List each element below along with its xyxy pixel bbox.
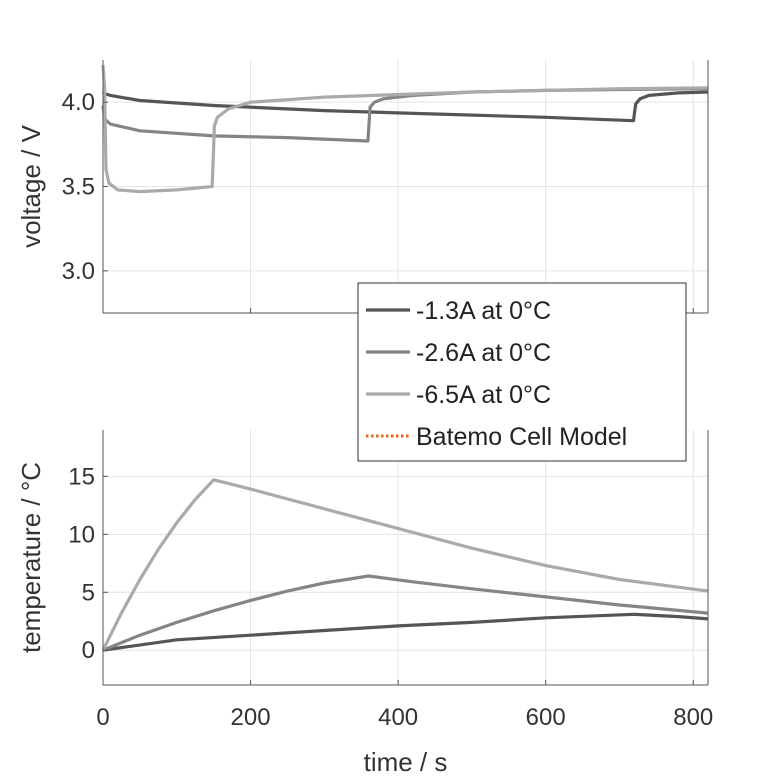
series-line <box>101 64 709 194</box>
y-tick-label: 3.0 <box>62 258 95 285</box>
legend-label: -2.6A at 0°C <box>416 339 551 367</box>
voltage-panel: 3.0 3.5 4.0 voltage / V <box>16 60 709 314</box>
x-tick-label: 400 <box>378 704 418 731</box>
y-tick-label: 0 <box>82 637 95 664</box>
series-line <box>102 612 709 652</box>
legend-label: -1.3A at 0°C <box>416 297 551 325</box>
y-tick-label: 10 <box>68 521 95 548</box>
y-axis-label: temperature / °C <box>16 462 46 653</box>
x-tick-label: 200 <box>231 704 271 731</box>
legend-box <box>357 282 687 462</box>
series-line <box>102 574 709 652</box>
x-axis-label: time / s <box>364 747 448 777</box>
x-tick-label: 600 <box>526 704 566 731</box>
legend-label: Batemo Cell Model <box>416 423 627 451</box>
series-line <box>101 478 709 651</box>
series-line <box>101 90 709 123</box>
temperature-panel: 0 5 10 15 0 200 400 600 800 temperature / °C time … <box>16 430 713 777</box>
y-tick-label: 15 <box>68 463 95 490</box>
plot-area <box>103 430 708 685</box>
y-tick-label: 5 <box>82 579 95 606</box>
y-axis-label: voltage / V <box>16 124 46 248</box>
y-tick-label: 4.0 <box>62 89 95 116</box>
legend-label: -6.5A at 0°C <box>416 381 551 409</box>
legend: -1.3A at 0°C -2.6A at 0°C -6.5A at 0°C Bate… <box>357 282 687 462</box>
y-tick-label: 3.5 <box>62 174 95 201</box>
x-tick-label: 800 <box>673 704 713 731</box>
x-tick-label: 0 <box>96 704 109 731</box>
